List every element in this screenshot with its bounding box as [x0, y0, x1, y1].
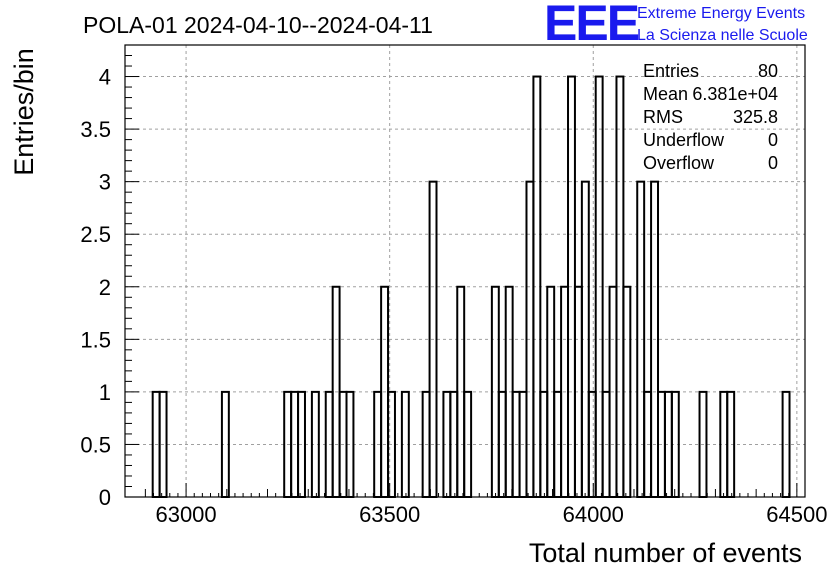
y-axis-label: Entries/bin — [9, 48, 39, 176]
y-tick-label-2: 1 — [99, 380, 111, 405]
stats-value-rms: 325.8 — [733, 107, 778, 127]
stats-value-underflow: 0 — [768, 130, 778, 150]
stats-value-entries: 80 — [758, 61, 778, 81]
x-tick-label-3: 64500 — [766, 502, 827, 527]
y-tick-label-4: 2 — [99, 275, 111, 300]
stats-value-overflow: 0 — [768, 153, 778, 173]
stats-label-mean: Mean — [643, 84, 688, 104]
y-tick-label-0: 0 — [99, 485, 111, 510]
y-tick-label-1: 0.5 — [80, 432, 111, 457]
x-axis-ticks: 63000 63500 64000 64500 — [144, 483, 827, 527]
histogram-bars — [151, 75, 791, 499]
grid-lines — [125, 45, 805, 497]
x-tick-label-1: 63500 — [359, 502, 420, 527]
stats-label-entries: Entries — [643, 61, 699, 81]
y-tick-label-6: 3 — [99, 170, 111, 195]
x-tick-label-0: 63000 — [155, 502, 216, 527]
eee-logo-line1: Extreme Energy Events — [637, 5, 805, 22]
eee-logo-mark: EEE — [544, 0, 639, 51]
chart-title: POLA-01 2024-04-10--2024-04-11 — [83, 12, 433, 38]
eee-logo-line2: La Scienza nelle Scuole — [637, 27, 808, 44]
eee-logo: EEE Extreme Energy Events La Scienza nel… — [544, 0, 808, 51]
stats-box: Entries 80 Mean 6.381e+04 RMS 325.8 Underflow 0… — [643, 61, 778, 173]
y-tick-label-5: 2.5 — [80, 222, 111, 247]
plot-frame — [124, 44, 806, 498]
stats-label-underflow: Underflow — [643, 130, 725, 150]
stats-label-rms: RMS — [643, 107, 683, 127]
x-axis-label: Total number of events — [529, 538, 802, 568]
stats-value-mean: 6.381e+04 — [692, 84, 778, 104]
y-tick-label-7: 3.5 — [80, 117, 111, 142]
stats-label-overflow: Overflow — [643, 153, 715, 173]
x-tick-label-2: 64000 — [563, 502, 624, 527]
y-tick-label-3: 1.5 — [80, 327, 111, 352]
y-axis-ticks: 0 0.5 1 1.5 2 2.5 3 3.5 4 — [80, 44, 139, 510]
y-tick-label-8: 4 — [99, 65, 111, 90]
